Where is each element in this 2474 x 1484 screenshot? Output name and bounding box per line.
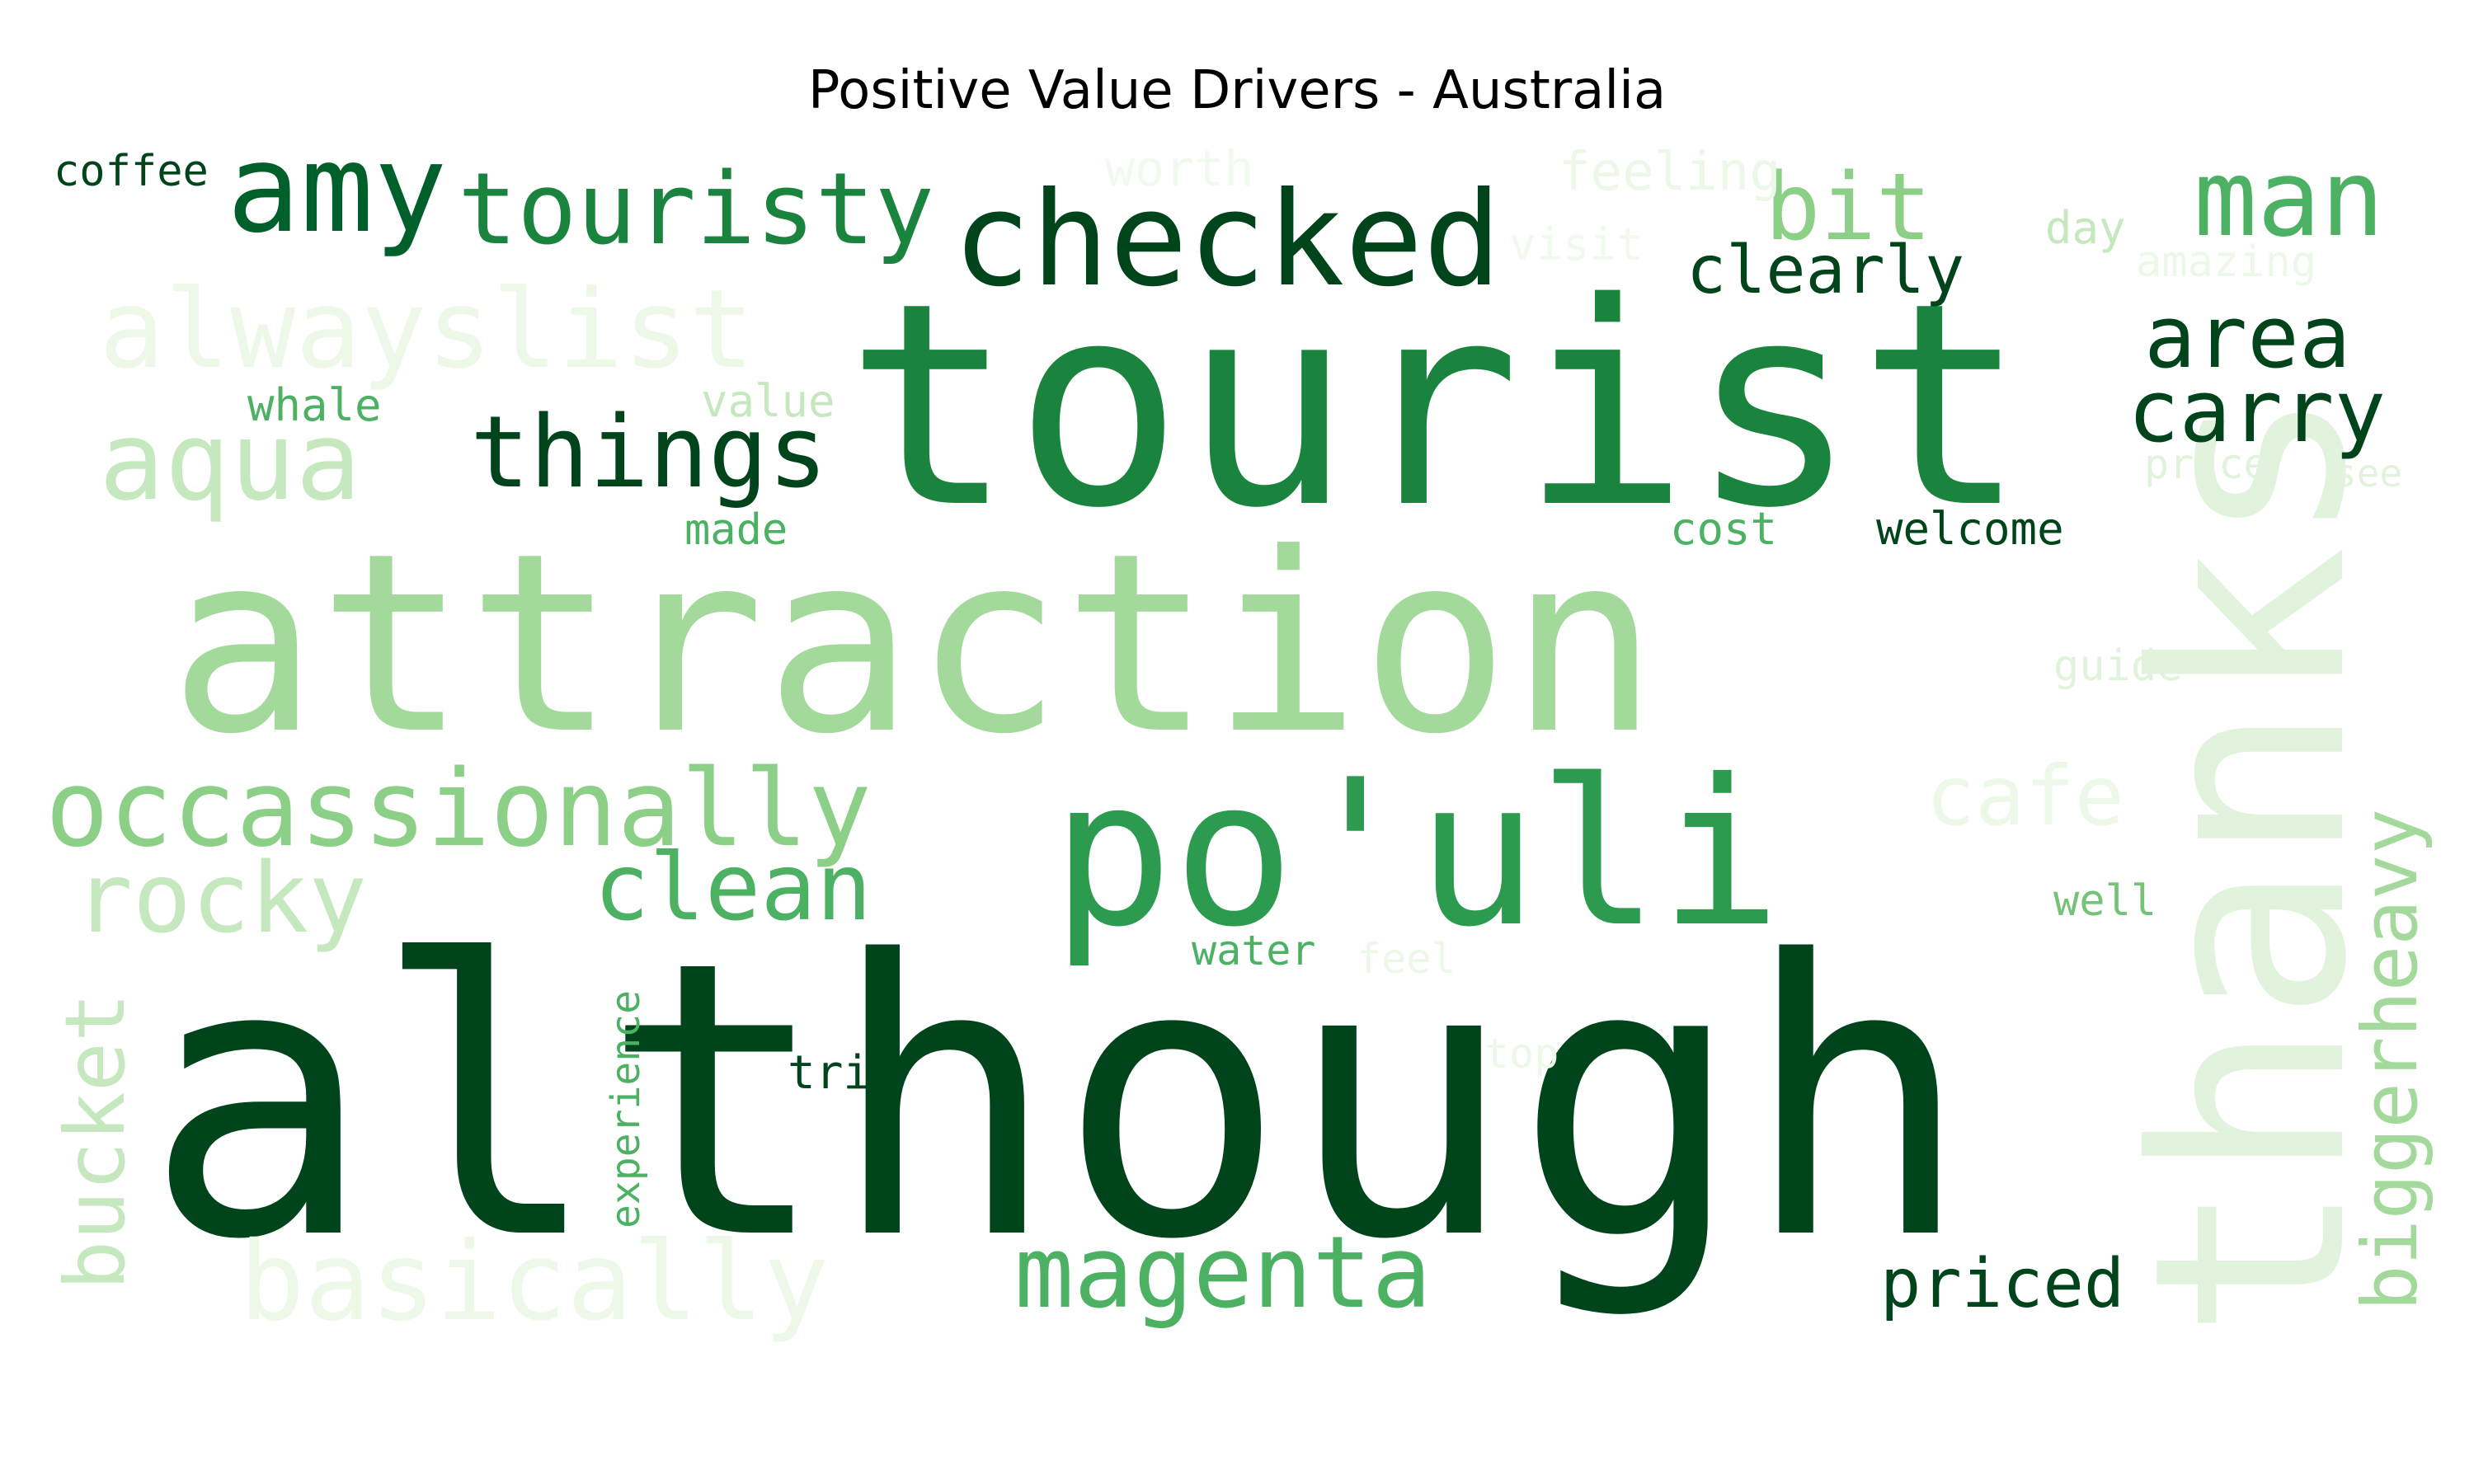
word-price: price [2144,440,2269,488]
word-made: made [684,505,788,555]
word-biggerheavy: biggerheavy [2346,809,2434,1311]
word-value: value [701,375,835,427]
word-worth: worth [1105,140,1254,198]
word-experience: experience [603,990,649,1228]
word-well: well [2053,876,2157,926]
word-bit: bit [1765,154,1931,261]
word-aqua: aqua [99,398,361,525]
word-magenta: magenta [1014,1216,1432,1331]
word-thanks: thanks [2098,387,2405,1340]
word-although: although [144,881,1972,1322]
word-po-uli: po'uli [1051,736,1781,971]
word-feel: feel [1357,935,1456,983]
word-trip: trip [788,1046,899,1100]
word-clearly: clearly [1686,232,1964,308]
word-cafe: cafe [1926,748,2124,844]
word-visit: visit [1509,218,1644,270]
word-welcome: welcome [1876,503,2064,555]
word-top: top [1484,1030,1559,1078]
chart-title: Positive Value Drivers - Australia [807,60,1667,121]
word-amazing: amazing [2136,237,2316,287]
word-area: area [2144,287,2350,387]
word-occassionally: occassionally [45,748,872,871]
word-cost: cost [1670,503,1777,555]
word-tourist: tourist [845,243,2027,570]
word-see: see [2334,451,2402,495]
word-water: water [1192,927,1316,974]
word-attraction: attraction [169,500,1658,788]
word-whale: whale [247,379,382,431]
word-amy: amy [227,118,447,260]
word-alwayslist: alwayslist [99,266,755,393]
word-coffee: coffee [54,147,209,196]
word-priced: priced [1880,1245,2124,1323]
word-bucket: bucket [47,993,143,1290]
word-touristy: touristy [458,153,934,267]
word-checked: checked [952,164,1502,316]
word-things: things [470,396,827,510]
word-feeling: feeling [1559,142,1781,203]
word-guide: guide [2053,641,2183,691]
word-carry: carry [2128,361,2386,462]
word-man: man [2194,138,2384,261]
word-day: day [2045,202,2126,254]
word-basically: basically [239,1219,829,1345]
word-clean: clean [594,834,872,942]
word-rocky: rocky [74,841,367,955]
